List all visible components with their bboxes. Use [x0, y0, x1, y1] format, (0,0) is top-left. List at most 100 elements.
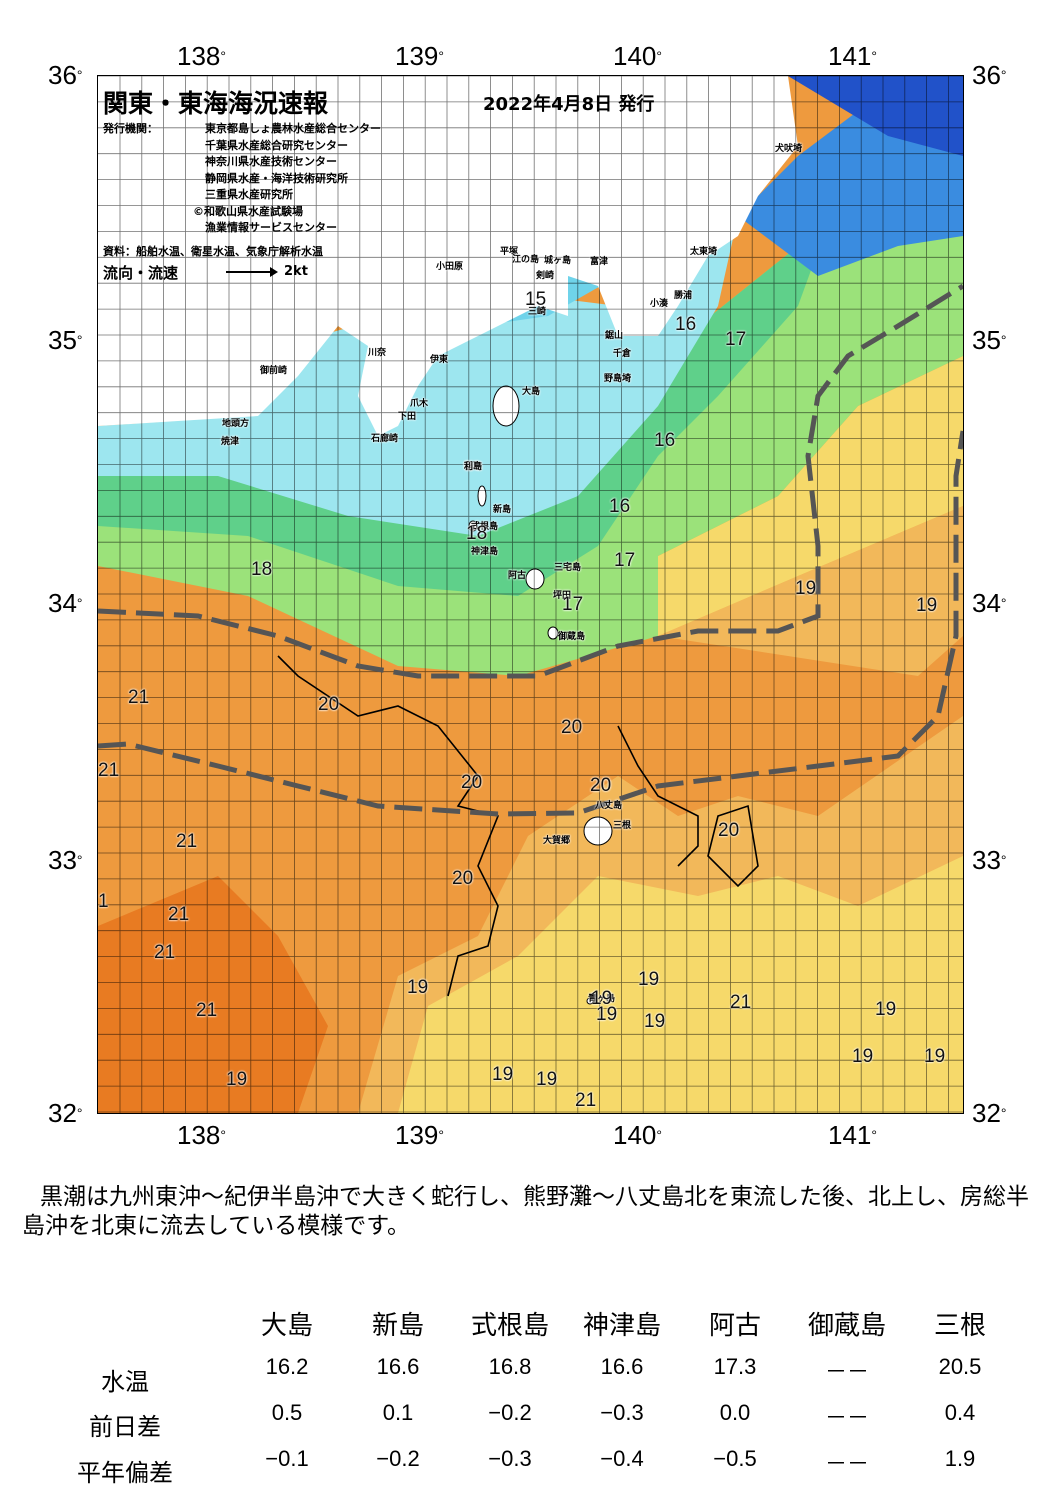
table-cell: 16.8	[488, 1354, 532, 1379]
map-title: 関東・東海海況速報	[103, 89, 329, 118]
place-name-label: 城ヶ島	[544, 256, 572, 266]
place-name-label: 地頭方	[222, 419, 250, 429]
isotherm-label: 15	[525, 289, 547, 310]
isotherm-label: 19	[852, 1046, 874, 1067]
kuroshio-axis-south	[98, 430, 963, 817]
issuer-item: 神奈川県水産技術センター	[205, 155, 337, 168]
issuer-list: 東京都島しょ農林水産総合センター 千葉県水産総合研究センター 神奈川県水産技術セ…	[193, 121, 381, 237]
isotherm-label: 19	[924, 1046, 946, 1067]
table-cell: 0.0	[719, 1400, 751, 1425]
hachijojima-island	[583, 816, 613, 846]
table-cell: −0.3	[600, 1400, 644, 1425]
place-name-label: 太東埼	[690, 247, 718, 257]
isotherm-label: 21	[128, 687, 150, 708]
isotherm-label: 19	[407, 977, 429, 998]
lat-label-32-right: 32°	[972, 1098, 1007, 1128]
isotherm-label: 19	[492, 1064, 514, 1085]
table-cell: －－	[824, 1451, 869, 1476]
isotherm-label: 21	[196, 1000, 218, 1021]
place-name-label: 伊東	[430, 355, 449, 365]
table-col-header: 神津島	[582, 1311, 661, 1341]
isotherm-label: 20	[318, 694, 340, 715]
table-cell: 1.9	[944, 1446, 976, 1471]
miyakejima-island	[525, 568, 545, 590]
lat-label-34-left: 34°	[48, 588, 83, 618]
lat-label-33-left: 33°	[48, 845, 83, 875]
place-name-label: 大賀郷	[543, 836, 571, 846]
place-name-label: 石廊崎	[371, 434, 399, 444]
table-cell: −0.5	[713, 1446, 757, 1471]
isotherm-label: 20	[590, 775, 612, 796]
lat-lon-grid	[98, 76, 963, 1113]
table-cell: −0.2	[488, 1400, 532, 1425]
table-cell: －－	[824, 1359, 869, 1384]
lat-label-33-right: 33°	[972, 845, 1007, 875]
place-name-label: 小田原	[436, 262, 464, 272]
isotherm-label: 17	[614, 550, 636, 571]
isotherm-label: 21	[168, 904, 190, 925]
issuer-item: 千葉県水産総合研究センター	[205, 138, 348, 152]
place-name-label: 阿古	[508, 571, 527, 581]
issuer-item: 静岡県水産・海洋技術研究所	[205, 171, 348, 185]
table-col-header: 御蔵島	[807, 1311, 886, 1341]
place-name-label: 勝浦	[674, 291, 693, 301]
isotherm-label: 19	[795, 578, 817, 599]
isotherm-label: 17	[725, 329, 747, 350]
place-name-label: 利島	[464, 462, 483, 472]
isotherm-label: 1	[98, 891, 109, 912]
table-cell: −0.3	[488, 1446, 532, 1471]
cold-deep-zone	[788, 76, 963, 156]
table-col-header: 大島	[260, 1311, 313, 1341]
kuroshio-axis-north	[98, 283, 963, 679]
lon-label-141-bottom: 141°	[828, 1120, 877, 1150]
lat-label-34-right: 34°	[972, 588, 1007, 618]
isotherm-label: 20	[452, 868, 474, 889]
lon-label-139-bottom: 139°	[395, 1120, 444, 1150]
isotherm-label: 19	[875, 999, 897, 1020]
table-col-header: 阿古	[708, 1311, 761, 1341]
place-name-label: 爪木	[410, 399, 429, 409]
isotherm-label: 20	[461, 772, 483, 793]
isotherm-20-west	[277, 655, 500, 997]
isotherm-label: 18	[251, 559, 273, 580]
place-name-label: 大島	[522, 387, 541, 397]
lon-label-139-top: 139°	[395, 41, 444, 71]
isotherm-label: 19	[596, 1004, 618, 1025]
table-cell: －－	[824, 1405, 869, 1430]
isotherm-label: 21	[154, 942, 176, 963]
kuroshio-description: 黒潮は九州東沖～紀伊半島沖で大きく蛇行し、熊野灘～八丈島北を東流した後、北上し、…	[22, 1184, 1029, 1239]
lat-label-32-left: 32°	[48, 1098, 83, 1128]
isotherm-label: 19	[226, 1069, 248, 1090]
place-name-label: 富津	[590, 257, 609, 267]
lon-label-141-top: 141°	[828, 41, 877, 71]
place-name-label: 江の島	[512, 255, 540, 265]
isotherm-20-east	[707, 804, 759, 888]
issuer-label: 発行機関：	[103, 122, 158, 135]
place-name-label: 焼津	[221, 437, 240, 447]
isotherm-label: 21	[98, 760, 120, 781]
table-cell: 0.4	[944, 1400, 976, 1425]
isotherm-label: 20	[561, 717, 583, 738]
table-col-header: 三根	[933, 1311, 986, 1341]
table-col-header: 式根島	[470, 1311, 549, 1341]
oshima-island	[492, 385, 520, 427]
warmest-zone	[98, 876, 328, 1113]
place-name-label: 鋸山	[605, 331, 624, 341]
place-name-label: 犬吠埼	[775, 144, 803, 154]
place-name-label: 式根島	[471, 522, 499, 532]
issuer-item: 漁業情報サービスセンター	[205, 221, 337, 234]
table-cell: −0.4	[600, 1446, 644, 1471]
table-cell: 16.2	[265, 1354, 309, 1379]
lat-label-36-left: 36°	[48, 60, 83, 90]
map-graphic	[98, 76, 963, 1113]
sea-temperature-map: 犬吠埼 太東埼 勝浦 小湊 鋸山 千倉 野島埼 大島 小田原 平塚 城ヶ島 江の島 剣崎 三崎 富津 川奈 伊東…	[97, 75, 964, 1114]
place-name-label: 新島	[493, 505, 512, 515]
table-cell: 0.5	[271, 1400, 303, 1425]
issuer-item: ©和歌山県水産試験場	[193, 204, 303, 218]
isotherm-label: 19	[916, 595, 938, 616]
place-name-label: 御蔵島	[558, 632, 586, 642]
aogashima-island	[586, 997, 594, 1005]
issue-date: 2022年4月8日 発行	[483, 94, 655, 115]
place-name-label: 川奈	[368, 348, 387, 358]
place-name-label: 平塚	[500, 247, 519, 257]
